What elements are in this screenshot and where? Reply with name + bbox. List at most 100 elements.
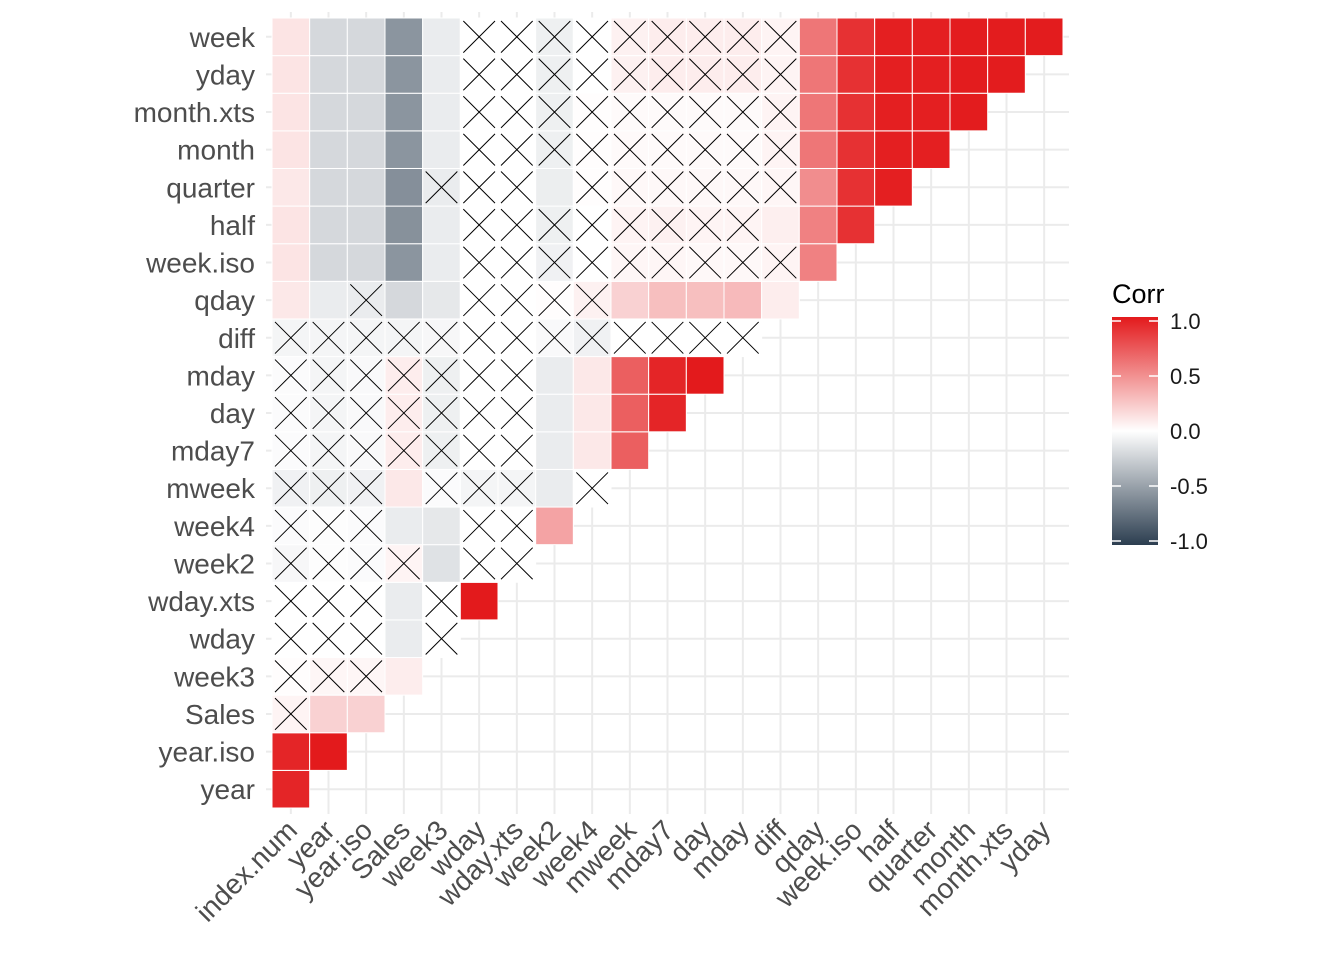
heatmap-cell-month-index.num — [271, 130, 311, 169]
heatmap-cell-week4-week2 — [535, 506, 574, 546]
insignificant-cross-icon — [726, 171, 760, 204]
insignificant-cross-icon — [312, 434, 345, 467]
heatmap-cell-yday-year.iso — [346, 55, 386, 94]
insignificant-cross-icon — [462, 133, 496, 166]
insignificant-cross-icon — [462, 321, 496, 354]
heatmap-cell-mweek-week2 — [535, 468, 574, 508]
insignificant-cross-icon — [575, 283, 609, 317]
insignificant-cross-icon — [613, 20, 647, 53]
heatmap-cell-half-week.iso — [836, 205, 876, 245]
insignificant-cross-icon — [312, 321, 345, 354]
heatmap-cell-qday-diff — [761, 280, 800, 320]
insignificant-cross-icon — [462, 434, 496, 467]
heatmap-cell-wday.xts-wday — [459, 581, 499, 621]
y-tick-label: mday — [187, 360, 255, 391]
heatmap-cell-mday7-week4 — [572, 431, 612, 470]
insignificant-cross-icon — [613, 246, 647, 279]
insignificant-cross-icon — [613, 208, 647, 242]
insignificant-cross-icon — [538, 20, 571, 53]
insignificant-cross-icon — [500, 396, 534, 430]
heatmap-cell-month-week.iso — [836, 130, 876, 169]
y-tick-label: week — [189, 22, 256, 53]
insignificant-cross-icon — [349, 359, 383, 392]
insignificant-cross-icon — [764, 95, 797, 129]
insignificant-cross-icon — [387, 434, 421, 467]
heatmap-cell-yday-week3 — [422, 55, 461, 94]
heatmap-cell-yday-month — [949, 55, 989, 94]
insignificant-cross-icon — [688, 246, 722, 279]
heatmap-cell-month-year — [309, 130, 348, 169]
insignificant-cross-icon — [349, 472, 383, 505]
insignificant-cross-icon — [425, 434, 458, 467]
heatmap-cell-month.xts-half — [874, 92, 913, 132]
insignificant-cross-icon — [462, 58, 496, 91]
y-tick-label: yday — [196, 59, 255, 90]
heatmap-cell-day-mday7 — [648, 393, 687, 433]
heatmap-cell-qday-mday — [723, 280, 763, 320]
legend-tick-label: -0.5 — [1170, 474, 1208, 499]
insignificant-cross-icon — [462, 171, 496, 204]
heatmap-cell-month.xts-month — [949, 92, 989, 132]
heatmap-cell-year.iso-year — [309, 732, 348, 771]
y-tick-label: qday — [194, 285, 255, 316]
insignificant-cross-icon — [726, 246, 760, 279]
heatmap-cell-qday-day — [685, 280, 725, 320]
legend-tick-label: 0.0 — [1170, 419, 1201, 444]
y-tick-label: week2 — [173, 548, 255, 579]
heatmap-cell-mday7-mweek — [610, 431, 650, 470]
insignificant-cross-icon — [312, 622, 345, 655]
heatmap-cell-quarter-Sales — [384, 167, 424, 207]
heatmap-cell-quarter-index.num — [271, 167, 311, 207]
heatmap-cell-week.iso-year — [309, 243, 348, 282]
heatmap-cell-yday-year — [309, 55, 348, 94]
heatmap-cell-mday-mday7 — [648, 356, 687, 395]
insignificant-cross-icon — [575, 95, 609, 129]
insignificant-cross-icon — [274, 321, 308, 354]
insignificant-cross-icon — [651, 133, 684, 166]
insignificant-cross-icon — [462, 547, 496, 580]
y-tick-label: year — [201, 774, 255, 805]
y-tick-label: wday — [189, 624, 255, 655]
heatmap-cell-yday-index.num — [271, 55, 311, 94]
heatmap-cell-week-qday — [798, 17, 838, 57]
heatmap-cell-half-qday — [798, 205, 838, 245]
insignificant-cross-icon — [312, 359, 345, 392]
heatmap-cell-week-month — [949, 17, 989, 57]
heatmap-cell-month-week3 — [422, 130, 461, 169]
heatmap-cell-month.xts-year.iso — [346, 92, 386, 132]
legend: Corr 1.0 0.5 0.0 -0.5 -1.0 — [1112, 279, 1208, 554]
heatmap-cell-wday-Sales — [384, 619, 424, 659]
heatmap-cell-week.iso-Sales — [384, 243, 424, 282]
insignificant-cross-icon — [575, 472, 609, 505]
insignificant-cross-icon — [575, 246, 609, 279]
insignificant-cross-icon — [312, 584, 345, 618]
insignificant-cross-icon — [651, 95, 684, 129]
y-tick-label: mweek — [166, 473, 256, 504]
insignificant-cross-icon — [349, 547, 383, 580]
insignificant-cross-icon — [726, 208, 760, 242]
legend-tick-label: 1.0 — [1170, 309, 1201, 334]
insignificant-cross-icon — [500, 434, 534, 467]
heatmap-cell-month.xts-qday — [798, 92, 838, 132]
insignificant-cross-icon — [274, 697, 308, 731]
heatmap-cell-mday-day — [685, 356, 725, 395]
heatmap-cell-day-week2 — [535, 393, 574, 433]
insignificant-cross-icon — [312, 660, 345, 693]
insignificant-cross-icon — [312, 396, 345, 430]
insignificant-cross-icon — [726, 95, 760, 129]
heatmap-cell-week4-week3 — [422, 506, 461, 546]
insignificant-cross-icon — [312, 547, 345, 580]
heatmap-cell-half-year — [309, 205, 348, 245]
insignificant-cross-icon — [462, 246, 496, 279]
y-tick-label: wday.xts — [147, 586, 255, 617]
insignificant-cross-icon — [575, 208, 609, 242]
insignificant-cross-icon — [688, 95, 722, 129]
insignificant-cross-icon — [651, 208, 684, 242]
insignificant-cross-icon — [688, 208, 722, 242]
y-tick-label: Sales — [185, 699, 255, 730]
insignificant-cross-icon — [764, 171, 797, 204]
insignificant-cross-icon — [349, 434, 383, 467]
insignificant-cross-icon — [651, 171, 684, 204]
insignificant-cross-icon — [349, 660, 383, 693]
insignificant-cross-icon — [575, 321, 609, 354]
